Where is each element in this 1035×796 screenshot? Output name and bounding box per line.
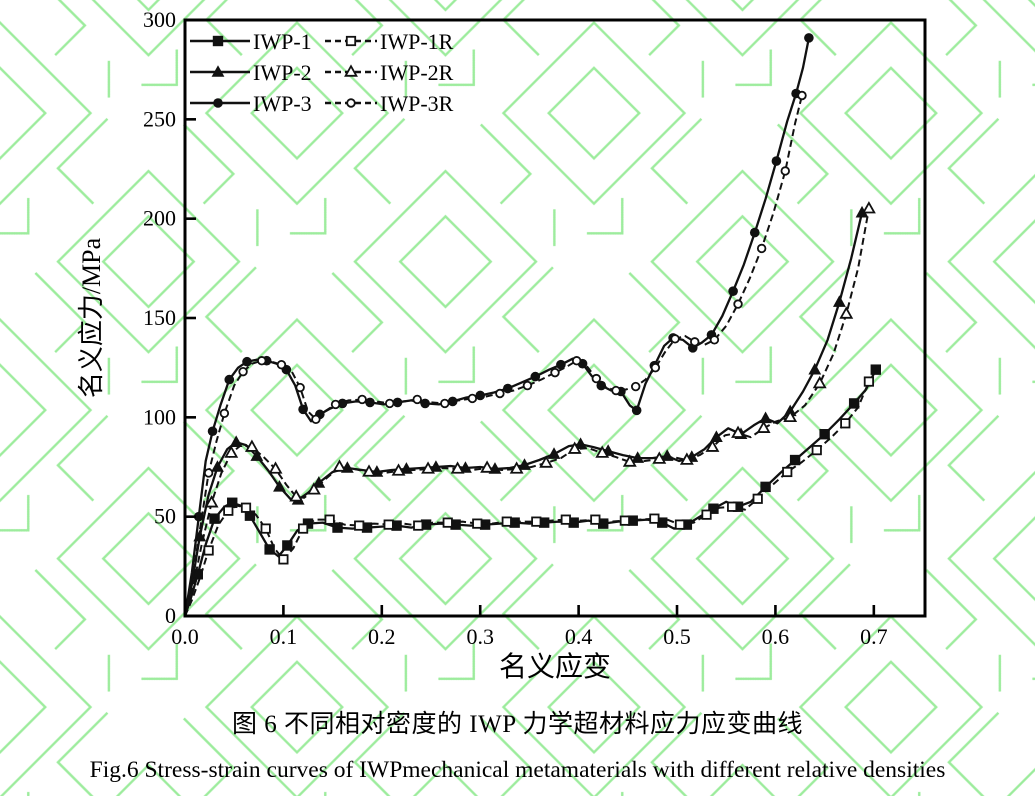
x-tick-label: 0.1 [270, 624, 298, 649]
x-tick-label: 0.0 [171, 624, 199, 649]
series-IWP-2R [184, 201, 876, 617]
x-tick-label: 0.2 [368, 624, 396, 649]
legend-label-IWP-1: IWP-1 [253, 29, 312, 54]
x-tick-label: 0.6 [762, 624, 790, 649]
stress-strain-chart: 0.0 0.1 0.2 0.3 0.4 0.5 0.6 0.7 0 50 100 150 200 250 3… [77, 7, 927, 683]
series-IWP-1R [184, 376, 875, 617]
x-tick-label: 0.4 [565, 624, 593, 649]
y-tick-label: 50 [154, 504, 176, 529]
legend-label-IWP-3R: IWP-3R [380, 91, 454, 116]
y-tick-label: 100 [143, 404, 176, 429]
figure-caption-cn: 图 6 不同相对密度的 IWP 力学超材料应力应变曲线 [232, 711, 803, 738]
y-axis-title: 名义应力/MPa [77, 237, 106, 398]
x-tick-label: 0.7 [860, 624, 888, 649]
series-IWP-3R [184, 90, 807, 617]
y-tick-label: 250 [143, 106, 176, 131]
series-IWP-3 [183, 33, 814, 617]
legend-label-IWP-2: IWP-2 [253, 60, 312, 85]
series-IWP-1 [183, 364, 881, 617]
y-tick-label: 0 [165, 603, 176, 628]
y-tick-label: 150 [143, 305, 176, 330]
figure-caption-en: Fig.6 Stress-strain curves of IWPmechani… [89, 757, 946, 783]
legend-label-IWP-3: IWP-3 [253, 91, 312, 116]
series-layer [183, 33, 881, 617]
legend-label-IWP-1R: IWP-1R [380, 29, 454, 54]
legend-label-IWP-2R: IWP-2R [380, 60, 454, 85]
axes: 0.0 0.1 0.2 0.3 0.4 0.5 0.6 0.7 0 50 100 150 200 250 3… [77, 7, 927, 683]
legend: IWP-1 IWP-1R IWP-2 IWP-2R IWP-3 IWP-3R [190, 29, 454, 116]
x-tick-label: 0.3 [466, 624, 494, 649]
x-tick-label: 0.5 [663, 624, 691, 649]
x-axis-title: 名义应变 [499, 651, 611, 683]
y-tick-label: 300 [143, 7, 176, 32]
y-tick-label: 200 [143, 206, 176, 231]
